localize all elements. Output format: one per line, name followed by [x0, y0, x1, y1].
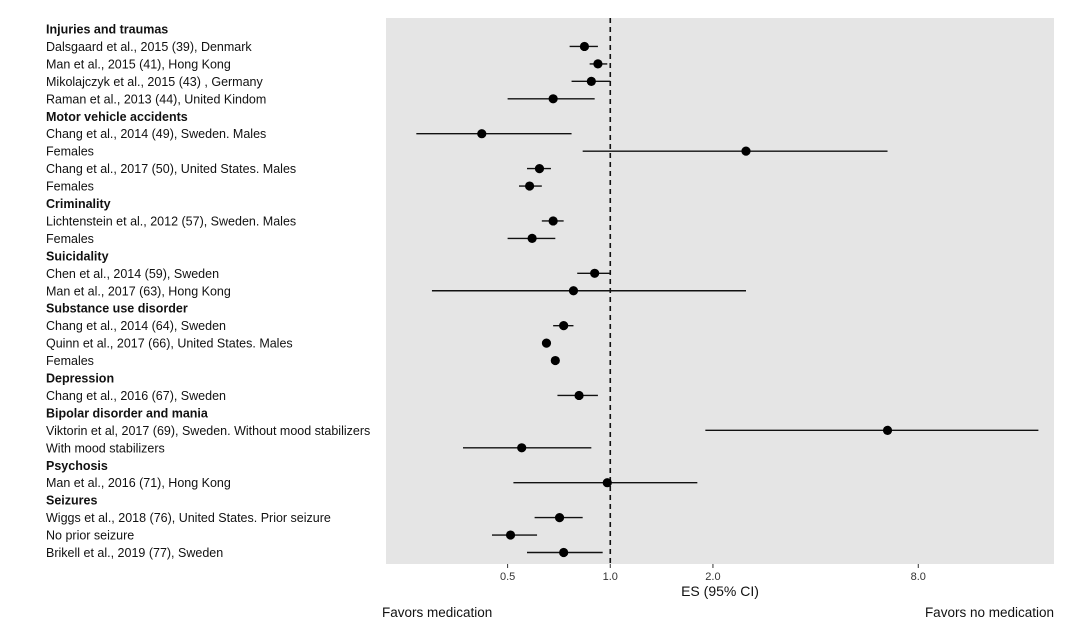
x-tick-label: 0.5: [500, 571, 515, 583]
group-header: Criminality: [46, 197, 111, 211]
effect-point: [541, 338, 552, 348]
effect-point: [548, 216, 558, 226]
effect-point: [568, 286, 579, 296]
study-label: Viktorin et al, 2017 (69), Sweden. Witho…: [46, 424, 370, 438]
effect-point: [548, 94, 558, 104]
plot-marks: [416, 18, 1039, 564]
study-label: Females: [46, 180, 94, 194]
study-label: With mood stabilizers: [46, 441, 165, 455]
group-header: Seizures: [46, 494, 97, 508]
x-tick-label: 2.0: [705, 571, 720, 583]
effect-point: [593, 59, 603, 69]
group-header: Bipolar disorder and mania: [46, 406, 209, 420]
group-header: Psychosis: [46, 459, 108, 473]
effect-point: [505, 530, 516, 540]
x-axis: 0.5 1.0 2.0 8.0: [500, 564, 926, 583]
study-label: Dalsgaard et al., 2015 (39), Denmark: [46, 40, 252, 54]
study-label: Man et al., 2017 (63), Hong Kong: [46, 284, 231, 298]
effect-point: [527, 233, 537, 243]
effect-point: [559, 547, 569, 558]
study-label: Chang et al., 2014 (49), Sweden. Males: [46, 127, 266, 141]
study-label: Females: [46, 232, 94, 246]
effect-point: [534, 164, 545, 174]
effect-point: [741, 146, 751, 156]
effect-point: [586, 76, 596, 86]
study-label: Chang et al., 2017 (50), United States. …: [46, 162, 296, 176]
x-axis-title: ES (95% CI): [681, 583, 759, 599]
effect-point: [524, 181, 535, 191]
study-label: Raman et al., 2013 (44), United Kindom: [46, 92, 266, 106]
effect-point: [477, 129, 487, 139]
group-header: Motor vehicle accidents: [46, 110, 188, 124]
effect-point: [550, 355, 560, 366]
effect-point: [559, 321, 569, 331]
x-tick-label: 1.0: [603, 571, 618, 583]
study-label: Wiggs et al., 2018 (76), United States. …: [46, 511, 331, 525]
favors-no-medication-note: Favors no medication: [925, 605, 1054, 620]
study-label: Man et al., 2016 (71), Hong Kong: [46, 476, 231, 490]
study-label: Brikell et al., 2019 (77), Sweden: [46, 546, 223, 560]
study-label: Mikolajczyk et al., 2015 (43) , Germany: [46, 75, 263, 89]
effect-point: [602, 478, 612, 488]
effect-point: [574, 390, 584, 401]
group-header: Depression: [46, 372, 114, 386]
effect-point: [590, 268, 600, 278]
effect-point: [882, 425, 893, 435]
study-label: Chang et al., 2016 (67), Sweden: [46, 389, 226, 403]
study-label: Females: [46, 354, 94, 368]
effect-point: [554, 513, 565, 523]
effect-point: [579, 41, 590, 52]
study-label: Man et al., 2015 (41), Hong Kong: [46, 57, 231, 71]
study-label: Chang et al., 2014 (64), Sweden: [46, 319, 226, 333]
row-labels: Injuries and traumas Dalsgaard et al., 20…: [46, 23, 370, 561]
study-label: Lichtenstein et al., 2012 (57), Sweden. …: [46, 214, 296, 228]
x-tick-label: 8.0: [911, 571, 926, 583]
group-header: Substance use disorder: [46, 302, 188, 316]
favors-medication-note: Favors medication: [382, 605, 492, 620]
study-label: Females: [46, 145, 94, 159]
study-label: Chen et al., 2014 (59), Sweden: [46, 267, 219, 281]
study-label: Quinn et al., 2017 (66), United States. …: [46, 337, 293, 351]
group-header: Injuries and traumas: [46, 23, 168, 37]
study-label: No prior seizure: [46, 529, 134, 543]
group-header: Suicidality: [46, 249, 109, 263]
effect-point: [517, 443, 527, 453]
